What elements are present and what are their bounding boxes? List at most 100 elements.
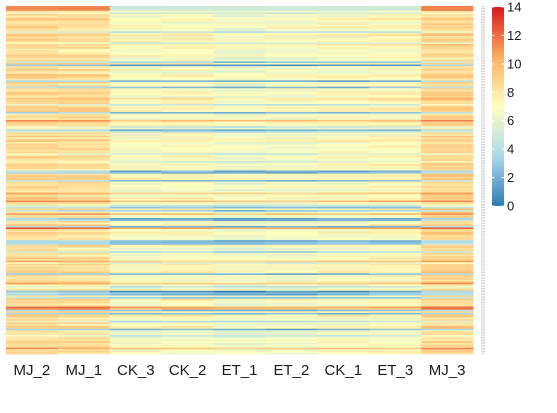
heatmap-cell (6, 146, 59, 149)
heatmap-cell (213, 129, 266, 132)
heatmap-cell (369, 113, 422, 116)
colorbar-tick-label: 8 (507, 85, 514, 100)
heatmap-cell (109, 110, 163, 113)
heatmap-cell (369, 115, 422, 118)
heatmap-cell (57, 26, 111, 29)
heatmap-cell (369, 257, 422, 260)
heatmap-cell (265, 328, 318, 331)
heatmap-cell (213, 142, 266, 144)
heatmap-cell (317, 140, 370, 143)
heatmap-cell (265, 132, 318, 135)
heatmap-cell (369, 32, 422, 35)
heatmap-cell (369, 162, 422, 165)
heatmap-cell (213, 9, 266, 12)
heatmap-cell (369, 67, 422, 70)
heatmap-cell (317, 100, 370, 103)
heatmap-cell (369, 333, 422, 336)
heatmap-cell (369, 184, 422, 187)
heatmap-cell (109, 43, 163, 46)
heatmap-cell (109, 69, 163, 72)
heatmap-cell (317, 183, 370, 186)
heatmap-cell (6, 58, 59, 61)
heatmap-cell (109, 178, 163, 181)
heatmap-cell (161, 233, 214, 236)
heatmap-cell (369, 271, 422, 274)
heatmap-cell (265, 75, 318, 78)
heatmap-cell (369, 66, 422, 69)
heatmap-cell (161, 140, 214, 143)
heatmap-cell (6, 331, 59, 334)
heatmap-cell (317, 235, 370, 238)
heatmap-cell (109, 282, 163, 285)
heatmap-cell (57, 151, 111, 154)
heatmap-cell (161, 176, 214, 179)
heatmap-cell (161, 118, 214, 121)
heatmap-cell (57, 325, 111, 328)
heatmap-cell (6, 208, 59, 211)
heatmap-cell (421, 134, 474, 137)
heatmap-cell (369, 338, 422, 341)
heatmap-cell (421, 243, 474, 246)
heatmap-cell (317, 254, 370, 257)
heatmap-cell (109, 198, 163, 201)
heatmap-cell (109, 39, 163, 42)
heatmap-cell (421, 282, 474, 285)
heatmap-cell (421, 13, 474, 16)
heatmap-cell (369, 287, 422, 290)
heatmap-cell (213, 285, 266, 288)
heatmap-cell (317, 62, 370, 65)
heatmap-cell (161, 53, 214, 56)
heatmap-cell (161, 255, 214, 258)
heatmap-cell (57, 176, 111, 179)
heatmap-cell (265, 55, 318, 57)
heatmap-cell (213, 293, 266, 296)
heatmap-cell (265, 289, 318, 292)
heatmap-cell (317, 91, 370, 94)
heatmap-cell (109, 338, 163, 341)
heatmap-cell (265, 36, 318, 38)
heatmap-cell (109, 303, 163, 306)
heatmap-cell (421, 104, 474, 106)
heatmap-cell (57, 200, 111, 203)
heatmap-cell (213, 146, 266, 149)
column-label: CK_3 (117, 362, 155, 379)
heatmap-cell (57, 154, 111, 157)
heatmap-cell (57, 260, 111, 263)
heatmap-cell (213, 138, 266, 141)
heatmap-cell (213, 53, 266, 56)
heatmap-cell (109, 323, 163, 326)
heatmap-cell (109, 271, 163, 274)
heatmap-cell (317, 347, 370, 350)
heatmap-cell (421, 165, 474, 168)
heatmap-cell (317, 317, 370, 320)
heatmap-cell (317, 346, 370, 349)
heatmap-cell (161, 178, 214, 181)
heatmap-cell (317, 146, 370, 149)
heatmap-cell (265, 350, 318, 353)
heatmap-cell (57, 88, 111, 91)
heatmap-cell (6, 178, 59, 181)
heatmap-cell (421, 273, 474, 276)
heatmap-cell (6, 281, 59, 284)
heatmap-cell (213, 303, 266, 306)
heatmap-cell (161, 304, 214, 307)
heatmap-cell (369, 252, 422, 255)
heatmap-cell (109, 276, 163, 279)
heatmap-cell (369, 206, 422, 209)
heatmap-cell (317, 135, 370, 138)
heatmap-cell (265, 53, 318, 56)
heatmap-cell (213, 200, 266, 203)
heatmap-cell (161, 85, 214, 88)
heatmap-cell (369, 306, 422, 309)
heatmap-cell (265, 222, 318, 225)
heatmap-cell (213, 45, 266, 48)
heatmap-cell (6, 279, 59, 282)
heatmap-cell (161, 111, 214, 114)
heatmap-cell (369, 10, 422, 13)
heatmap-cell (369, 270, 422, 273)
heatmap-cell (213, 322, 266, 325)
heatmap-cell (161, 278, 214, 280)
heatmap-cell (265, 270, 318, 273)
heatmap-cell (109, 75, 163, 78)
heatmap-cell (421, 251, 474, 254)
